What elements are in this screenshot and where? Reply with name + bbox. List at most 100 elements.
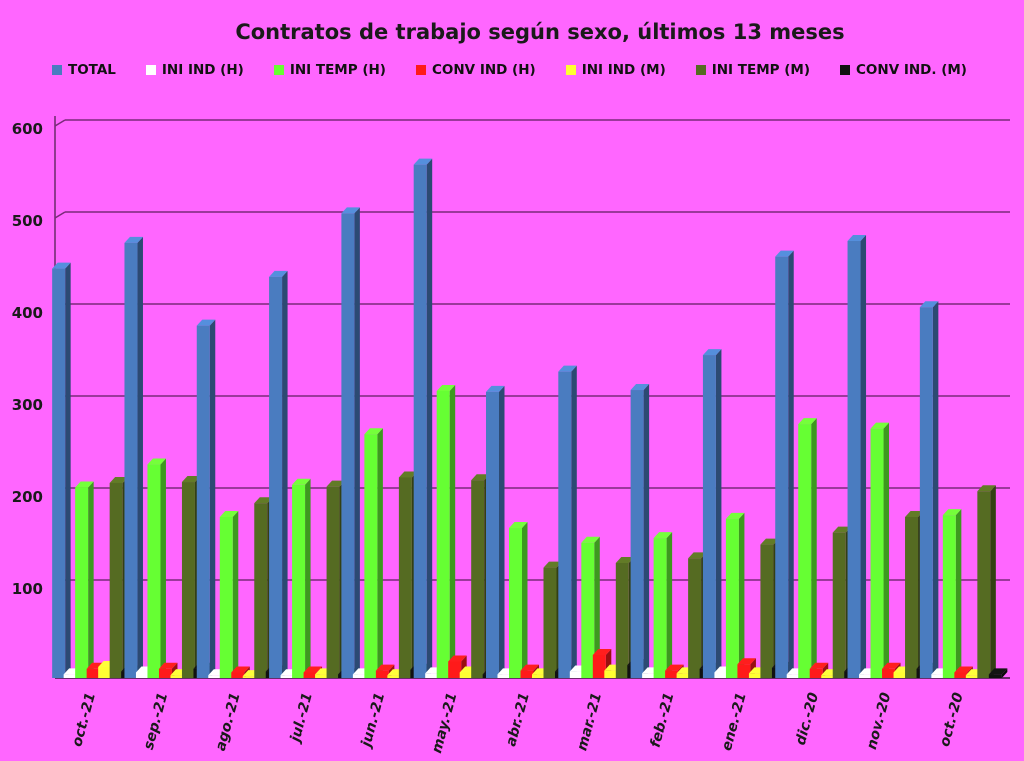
- bar: [870, 428, 884, 678]
- legend-swatch: [840, 65, 851, 75]
- bar: [303, 672, 317, 678]
- bar: [425, 673, 439, 678]
- bar-side: [594, 536, 600, 678]
- bar: [847, 241, 861, 678]
- bar: [398, 477, 412, 678]
- chart-title: Contratos de trabajo según sexo, últimos…: [235, 20, 845, 44]
- x-tick-label: nov.-20: [864, 691, 895, 752]
- y-tick-label: 400: [12, 304, 43, 322]
- bar-side: [522, 522, 528, 678]
- bar: [254, 503, 268, 678]
- bar: [581, 542, 595, 678]
- legend-swatch: [695, 65, 706, 75]
- bar-top: [870, 422, 890, 429]
- bar-top: [882, 662, 901, 669]
- x-tick-label: feb.-21: [647, 691, 677, 749]
- legend-item: INI TEMP (H): [273, 62, 386, 78]
- x-tick-label: may.-21: [429, 691, 461, 755]
- y-tick-label: 500: [12, 212, 43, 230]
- bar: [75, 487, 89, 678]
- bar: [436, 390, 450, 678]
- bar: [497, 674, 511, 678]
- bar-side: [643, 384, 650, 678]
- legend-swatch: [52, 65, 62, 75]
- bar-side: [305, 478, 311, 678]
- y-tick-label: 600: [12, 120, 43, 138]
- x-tick-label: abr.-21: [503, 691, 533, 748]
- bar-top: [292, 478, 311, 485]
- bar: [965, 675, 979, 678]
- bar: [269, 276, 283, 678]
- bar-top: [269, 270, 288, 277]
- bar: [208, 675, 222, 678]
- bar-side: [282, 270, 288, 678]
- bar: [520, 670, 534, 678]
- bar-side: [788, 250, 794, 678]
- bar: [988, 674, 1002, 678]
- bar: [775, 256, 789, 678]
- bar-top: [581, 536, 600, 543]
- bar-side: [715, 349, 722, 678]
- bar: [86, 668, 100, 678]
- bar: [592, 655, 606, 678]
- bar-side: [990, 485, 996, 678]
- bar: [280, 675, 294, 678]
- bar: [231, 672, 245, 678]
- bar: [905, 517, 919, 678]
- bar-top: [75, 481, 94, 488]
- bar-top: [665, 664, 684, 671]
- bar-top: [375, 664, 395, 671]
- y-tick-label: 200: [12, 488, 43, 506]
- bar: [737, 664, 751, 678]
- bar-top: [798, 418, 817, 425]
- legend-swatch: [565, 65, 576, 75]
- legend-swatch: [273, 65, 284, 75]
- legend-item: TOTAL: [52, 62, 116, 78]
- bar: [486, 391, 499, 678]
- x-tick-label: sep.-21: [141, 691, 172, 752]
- bar-top: [615, 557, 635, 563]
- bar: [931, 674, 945, 678]
- bar-top: [977, 485, 996, 492]
- bar-top: [653, 532, 673, 539]
- x-tick-label: oct.-20: [937, 691, 967, 749]
- bar: [809, 668, 823, 678]
- bar-top: [737, 658, 756, 665]
- bar-top: [919, 301, 939, 308]
- bar: [859, 674, 873, 678]
- bar: [52, 268, 66, 678]
- bar: [170, 675, 184, 678]
- bar: [352, 674, 366, 678]
- legend-label: INI TEMP (H): [289, 62, 386, 78]
- legend-item: CONV IND. (M): [840, 62, 967, 78]
- x-tick-label: ene.-21: [719, 691, 750, 753]
- bar-top: [436, 384, 456, 391]
- bar: [642, 673, 656, 678]
- bar: [569, 671, 583, 678]
- bar: [832, 532, 846, 678]
- bar-top: [630, 384, 650, 391]
- bar: [448, 661, 462, 678]
- bar: [615, 563, 629, 678]
- bar: [821, 675, 835, 678]
- bar-side: [354, 207, 360, 678]
- bar: [158, 668, 172, 678]
- bar-top: [520, 664, 539, 671]
- bar-top: [398, 471, 418, 478]
- legend-label: CONV IND. (M): [856, 62, 967, 78]
- bar: [919, 307, 933, 678]
- legend-label: CONV IND (H): [431, 62, 536, 78]
- bar: [196, 325, 210, 678]
- bar-top: [471, 474, 490, 481]
- bar: [725, 518, 739, 678]
- bar: [760, 544, 774, 678]
- bar-top: [775, 250, 794, 257]
- bar-side: [738, 512, 745, 678]
- bar: [630, 390, 644, 678]
- bar: [509, 528, 522, 678]
- bar-top: [509, 522, 528, 529]
- bar-side: [377, 428, 383, 678]
- bar-top: [847, 235, 867, 241]
- bar: [242, 676, 256, 678]
- bar-top: [109, 476, 129, 483]
